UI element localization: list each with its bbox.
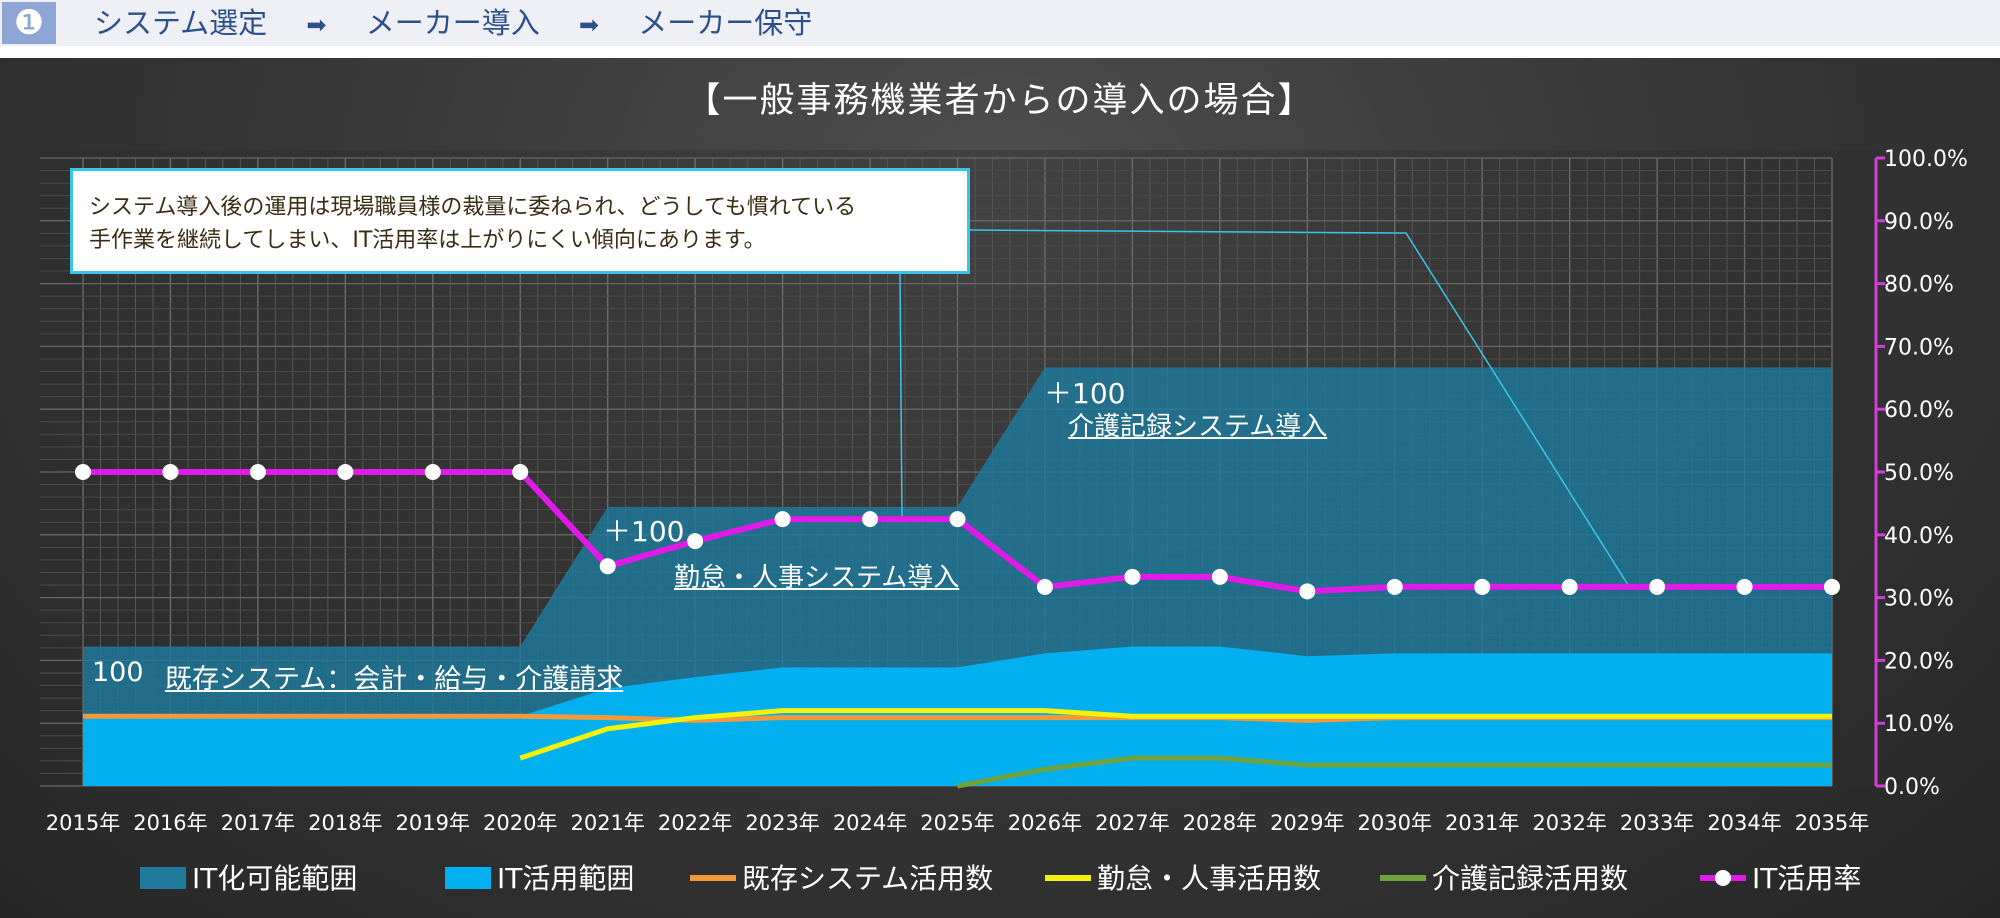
legend-care-record-usage: 介護記録活用数 (1380, 862, 1628, 895)
x-axis-tick-label: 2028年 (1183, 811, 1257, 835)
it-usage-rate-point (249, 464, 266, 480)
legend-it-usage-rate-label: IT活用率 (1752, 862, 1861, 895)
header-band (0, 0, 2000, 46)
it-usage-rate-point (687, 533, 704, 550)
breadcrumb-arrow-icon: ➡ (578, 11, 600, 39)
breadcrumb-step-maker-introduction: メーカー導入 (365, 6, 540, 40)
legend-it-possible-range: IT化可能範囲 (140, 862, 357, 895)
right-axis-tick-label: 80.0% (1884, 273, 1954, 298)
x-axis-tick-label: 2023年 (745, 811, 819, 835)
breadcrumb-arrow-icon: ➡ (306, 11, 327, 39)
legend-it-possible-range-swatch (140, 867, 186, 889)
legend-it-usage-range-label: IT活用範囲 (497, 862, 634, 895)
x-axis-tick-label: 2026年 (1008, 811, 1082, 835)
it-usage-rate-point (337, 464, 354, 480)
care-system-label: 介護記録システム導入 (1068, 412, 1328, 442)
line-attendance-hr-usage (519, 708, 1832, 761)
line-care-record-usage (957, 755, 1832, 789)
legend-attendance-hr-usage: 勤怠・人事活用数 (1045, 862, 1321, 895)
it-usage-rate-point (1036, 578, 1053, 595)
right-axis-tick-label: 40.0% (1884, 524, 1954, 549)
it-usage-rate-point (1474, 578, 1491, 595)
existing-system-label: 既存システム：会計・給与・介護請求 (165, 664, 624, 695)
attendance-system-label: 勤怠・人事システム導入 (674, 563, 960, 593)
x-axis-tick-label: 2033年 (1620, 811, 1694, 835)
step-number-badge: ❶ (2, 2, 56, 44)
attendance-plus-label: ＋100 (603, 515, 685, 548)
right-axis-tick-label: 10.0% (1884, 712, 1954, 737)
legend-existing-system-usage-label: 既存システム活用数 (742, 862, 993, 895)
it-usage-rate-point (1299, 583, 1316, 600)
breadcrumb-step-maker-maintenance: メーカー保守 (638, 6, 813, 40)
care-plus-label: ＋100 (1044, 377, 1126, 410)
it-usage-rate-point (862, 511, 879, 528)
callout-connector (899, 271, 903, 519)
legend-care-record-usage-label: 介護記録活用数 (1432, 862, 1628, 895)
right-axis-tick-label: 60.0% (1884, 398, 1954, 423)
it-usage-rate-point (949, 511, 966, 528)
existing-count-label: 100 (92, 657, 144, 688)
it-usage-rate-point (424, 464, 441, 480)
legend-existing-system-usage: 既存システム活用数 (690, 862, 993, 895)
x-axis-tick-label: 2029年 (1270, 811, 1344, 835)
x-axis-tick-label: 2022年 (658, 811, 732, 835)
it-usage-rate-point (75, 464, 91, 480)
x-axis-tick-label: 2024年 (833, 811, 907, 835)
x-axis-tick-label: 2018年 (308, 811, 382, 835)
right-axis-tick-label: 20.0% (1884, 649, 1954, 674)
it-usage-rate-point (599, 558, 616, 575)
callout-line-2: 手作業を継続してしまい、IT活用率は上がりにくい傾向にあります。 (89, 228, 766, 253)
it-usage-rate-point (1736, 578, 1753, 595)
right-axis-tick-label: 50.0% (1884, 461, 1954, 486)
x-axis-tick-label: 2032年 (1532, 811, 1606, 835)
legend-it-usage-rate-marker (1715, 870, 1731, 886)
x-axis-tick-label: 2027年 (1095, 811, 1169, 835)
it-usage-rate-point (1561, 578, 1578, 595)
callout-connector (969, 229, 1631, 589)
chart-title: 【一般事務機業者からの導入の場合】 (685, 81, 1314, 121)
breadcrumb-step-system-selection: システム選定 (94, 6, 268, 40)
x-axis-tick-label: 2021年 (570, 811, 644, 835)
it-usage-rate-point (1124, 568, 1141, 585)
it-usage-rate-point (1824, 578, 1840, 595)
x-axis-tick-label: 2019年 (396, 811, 470, 835)
x-axis-tick-label: 2034年 (1707, 811, 1781, 835)
legend-it-usage-rate: IT活用率 (1700, 862, 1861, 895)
x-axis-tick-label: 2017年 (221, 811, 295, 835)
x-axis-tick-label: 2016年 (133, 811, 207, 835)
right-axis-tick-label: 0.0% (1884, 775, 1940, 800)
x-axis-tick-label: 2020年 (483, 811, 557, 835)
header: ❶ システム選定 ➡ メーカー導入 ➡ メーカー保守 (0, 0, 2000, 52)
legend-it-usage-range-swatch (445, 867, 491, 889)
x-axis-tick-label: 2035年 (1795, 811, 1869, 835)
callout-box: システム導入後の運用は現場職員様の裁量に委ねられ、どうしても慣れている 手作業を… (70, 168, 970, 274)
legend-attendance-hr-usage-label: 勤怠・人事活用数 (1097, 862, 1321, 895)
it-usage-rate-point (162, 464, 179, 480)
right-axis-tick-label: 90.0% (1884, 210, 1954, 235)
x-axis-tick-label: 2031年 (1445, 811, 1519, 835)
it-usage-rate-point (1649, 578, 1666, 595)
legend-it-usage-range: IT活用範囲 (445, 862, 634, 895)
callout-line-1: システム導入後の運用は現場職員様の裁量に委ねられ、どうしても慣れている (89, 195, 857, 220)
x-axis-tick-label: 2030年 (1358, 811, 1432, 835)
right-axis-tick-label: 70.0% (1884, 335, 1954, 360)
it-usage-rate-point (1386, 578, 1403, 595)
right-axis-tick-label: 100.0% (1884, 147, 1968, 172)
legend-it-possible-range-label: IT化可能範囲 (192, 862, 357, 895)
it-usage-rate-point (774, 511, 791, 528)
x-axis-tick-label: 2025年 (920, 811, 994, 835)
it-usage-rate-point (512, 464, 529, 480)
x-axis-tick-label: 2015年 (46, 811, 120, 835)
it-usage-rate-point (1211, 568, 1228, 585)
right-axis-tick-label: 30.0% (1884, 587, 1954, 612)
breadcrumb: システム選定 ➡ メーカー導入 ➡ メーカー保守 (94, 0, 812, 46)
